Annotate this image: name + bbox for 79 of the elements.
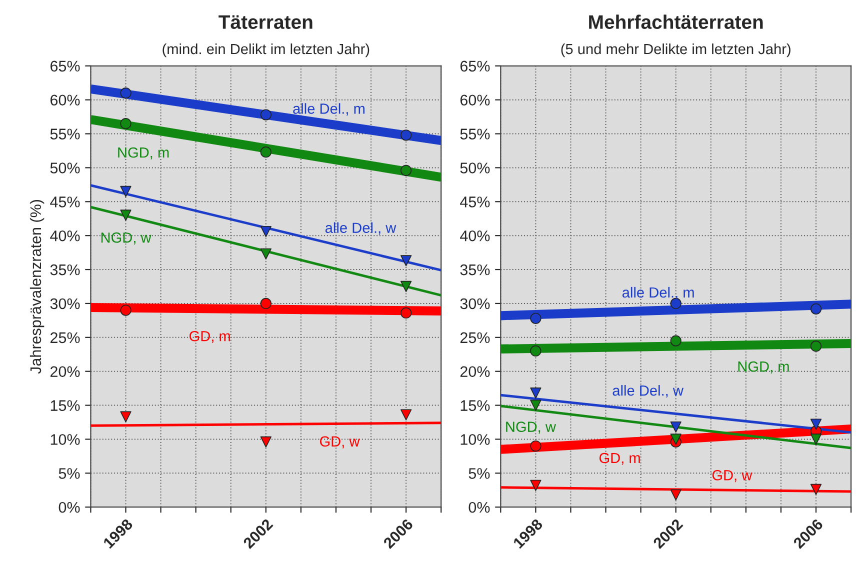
point	[530, 480, 542, 491]
series-label: NGD, m	[738, 361, 789, 374]
series-label: NGD, w	[506, 422, 556, 434]
series-label: GD, m	[599, 452, 640, 465]
point	[120, 87, 132, 99]
y-tick-label: 25%	[460, 332, 490, 344]
series-label: GD, w	[712, 470, 752, 482]
point	[810, 303, 822, 314]
y-tick-label: 40%	[460, 230, 490, 242]
point	[400, 130, 412, 141]
point	[400, 280, 412, 292]
y-tick-label: 55%	[460, 128, 490, 140]
point	[670, 335, 682, 346]
y-tick-label: 65%	[50, 60, 80, 72]
y-tick-label: 60%	[460, 94, 490, 106]
y-tick-label: 35%	[50, 264, 80, 276]
y-tick-label: 5%	[468, 468, 490, 479]
point	[120, 210, 132, 221]
series-label: alle Del., w	[612, 385, 684, 398]
series-label: alle Del., m	[622, 286, 694, 300]
y-tick-label: 15%	[460, 400, 490, 411]
point	[260, 436, 272, 448]
series-label: GD, m	[190, 330, 230, 344]
point	[120, 411, 132, 422]
y-tick-label: 45%	[460, 196, 490, 208]
point	[810, 340, 822, 352]
y-tick-label: 30%	[460, 298, 490, 310]
y-tick-label: 35%	[460, 264, 490, 276]
y-tick-label: 65%	[460, 60, 490, 72]
point	[400, 409, 412, 420]
point	[670, 434, 682, 445]
y-tick-label: 30%	[50, 298, 80, 310]
y-tick-label: 10%	[460, 434, 490, 445]
y-tick-label: 60%	[50, 94, 80, 106]
series-label: NGD, w	[101, 232, 152, 244]
chart-subtitle: (mind. ein Delikt im letzten Jahr)	[162, 43, 370, 58]
point	[810, 484, 822, 496]
point	[260, 146, 272, 158]
point	[260, 248, 272, 260]
chart-title: Täterraten	[218, 15, 312, 29]
y-axis-title: Jahresprävalenzraten (%)	[30, 200, 44, 374]
y-tick-label: 50%	[460, 162, 490, 174]
chart-title: Mehrfachtäterraten	[589, 14, 763, 29]
point	[530, 312, 542, 324]
point	[530, 440, 542, 452]
y-tick-label: 15%	[50, 400, 80, 411]
point	[530, 388, 542, 399]
y-tick-label: 0%	[58, 502, 80, 513]
y-tick-label: 5%	[58, 468, 80, 479]
point	[670, 298, 682, 310]
y-tick-label: 20%	[50, 366, 80, 378]
point	[400, 164, 412, 176]
point	[400, 307, 412, 319]
y-tick-label: 55%	[50, 128, 80, 140]
series-label: alle Del., w	[325, 222, 396, 235]
y-tick-label: 20%	[460, 366, 490, 378]
series-label: GD, w	[320, 436, 360, 448]
point	[670, 421, 682, 433]
point	[120, 304, 132, 316]
point	[120, 186, 132, 198]
point	[530, 400, 542, 411]
point	[530, 345, 542, 357]
y-tick-label: 40%	[50, 230, 80, 242]
point	[400, 255, 412, 266]
y-tick-label: 50%	[50, 162, 80, 174]
chart-subtitle: (5 und mehr Delikte im letzten Jahr)	[561, 43, 790, 58]
y-tick-label: 25%	[50, 332, 80, 344]
point	[260, 226, 272, 238]
series-label: NGD, m	[118, 147, 169, 160]
y-tick-label: 45%	[50, 196, 80, 208]
series-label: alle Del., m	[293, 103, 364, 116]
y-tick-label: 0%	[468, 502, 490, 513]
point	[120, 118, 132, 130]
y-tick-label: 10%	[50, 434, 80, 445]
point	[260, 298, 272, 310]
point	[810, 434, 822, 445]
point	[670, 489, 682, 500]
point	[260, 109, 272, 120]
point	[810, 418, 822, 430]
